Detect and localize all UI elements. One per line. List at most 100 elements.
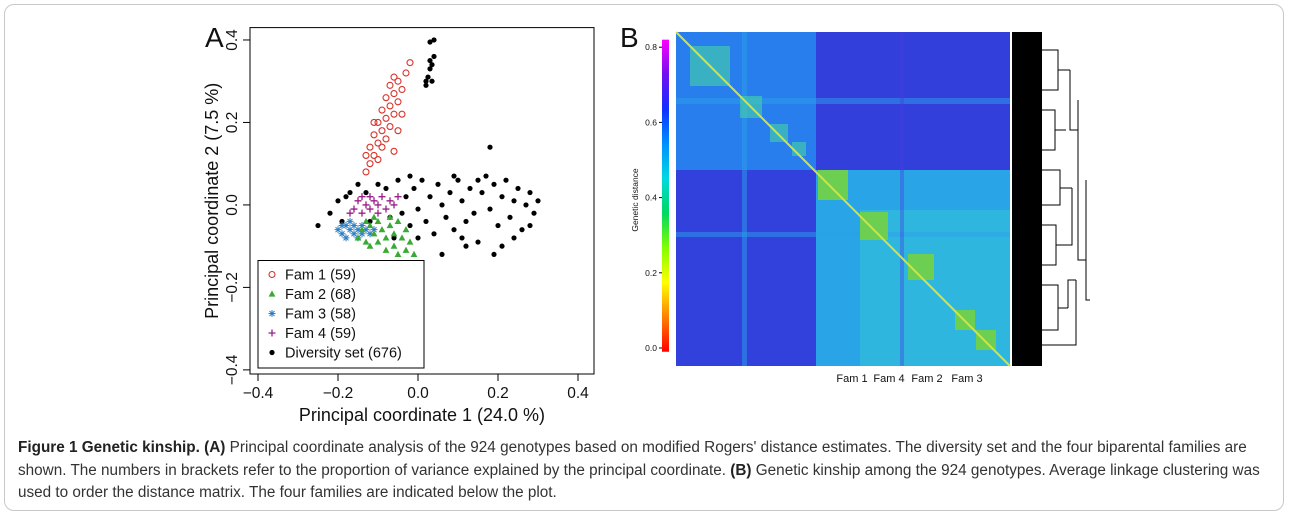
point (407, 222, 413, 229)
y-tick-label: −0.2 (224, 272, 241, 303)
x-tick-label: 0.4 (567, 385, 589, 402)
point (382, 94, 390, 102)
point (370, 118, 378, 126)
colorbar-tick-label: 0.0 (645, 343, 657, 353)
figure: A B −0.4 −0.2 0.0 0.2 0.4 −0.4 −0.2 0.0 0.2 0.4 Pr… (202, 22, 1090, 425)
point (338, 222, 346, 230)
point (419, 177, 425, 183)
point (425, 74, 431, 80)
legend-marker (268, 270, 276, 279)
point (459, 235, 465, 241)
point (378, 106, 386, 114)
point (386, 197, 394, 205)
colorbar-tick-label: 0.8 (645, 42, 657, 52)
point (394, 127, 402, 135)
point (358, 209, 366, 217)
colorbar-tick-label: 0.6 (645, 117, 657, 127)
point (491, 181, 497, 187)
point (507, 214, 513, 220)
point (334, 226, 342, 234)
point (390, 73, 398, 81)
point (431, 37, 437, 43)
legend-box (257, 260, 425, 369)
point (362, 151, 370, 159)
point (491, 251, 497, 258)
figure-frame (4, 4, 1284, 511)
point (431, 53, 437, 60)
point (531, 210, 537, 216)
point (370, 131, 378, 139)
family-label: Fam 3 (951, 373, 982, 385)
point (342, 222, 350, 230)
point (382, 135, 390, 143)
colorbar (662, 39, 669, 352)
x-tick-label: −0.4 (243, 385, 274, 402)
plot-frame (249, 27, 595, 375)
point (535, 198, 541, 204)
point (354, 234, 362, 241)
point (403, 194, 409, 200)
point (386, 221, 394, 229)
point (487, 144, 493, 150)
point (471, 210, 477, 216)
caption-text: Genetic kinship among the 924 genotypes.… (18, 461, 1260, 502)
point (327, 210, 333, 216)
point (402, 226, 410, 233)
point (398, 234, 406, 241)
point (435, 181, 441, 187)
family-label: Fam 4 (873, 373, 904, 385)
point (363, 189, 369, 196)
point (347, 189, 353, 196)
point (374, 209, 382, 217)
point (370, 197, 378, 205)
point (338, 230, 346, 238)
point (366, 221, 374, 229)
point (367, 218, 373, 225)
point (394, 77, 402, 85)
point (374, 139, 382, 147)
point (366, 193, 374, 201)
y-tick-label: 0.0 (224, 194, 241, 216)
point (394, 217, 402, 225)
point (374, 217, 382, 225)
point (399, 210, 405, 216)
point (370, 226, 378, 234)
point (382, 114, 390, 122)
point (398, 110, 406, 118)
point (390, 201, 398, 209)
point (447, 189, 453, 196)
colorbar-tick-label: 0.4 (645, 193, 657, 203)
point (527, 222, 533, 229)
point (475, 239, 481, 245)
point (370, 151, 378, 159)
point (370, 230, 378, 237)
panel-label: A (205, 22, 224, 53)
point (519, 227, 525, 233)
point (374, 156, 382, 164)
point (374, 238, 382, 245)
point (366, 205, 374, 213)
point (411, 185, 417, 192)
legend-label: Fam 3 (58) (285, 307, 356, 323)
point (427, 194, 433, 200)
family-label: Fam 1 (836, 373, 867, 385)
caption: Figure 1 Genetic kinship. (A) Principal … (18, 437, 1276, 505)
point (511, 235, 517, 241)
point (362, 238, 370, 245)
point (315, 222, 321, 229)
point (370, 213, 378, 220)
point (402, 69, 410, 77)
point (382, 234, 390, 241)
caption-tag: (A) (204, 439, 226, 456)
point (475, 177, 481, 183)
point (362, 201, 370, 209)
caption-text: Principal coordinate analysis of the 924… (18, 439, 1247, 479)
point (394, 193, 402, 201)
point (358, 193, 366, 201)
point (455, 177, 461, 183)
point (415, 206, 421, 212)
point (382, 246, 390, 253)
point (335, 198, 341, 204)
point (378, 226, 386, 233)
